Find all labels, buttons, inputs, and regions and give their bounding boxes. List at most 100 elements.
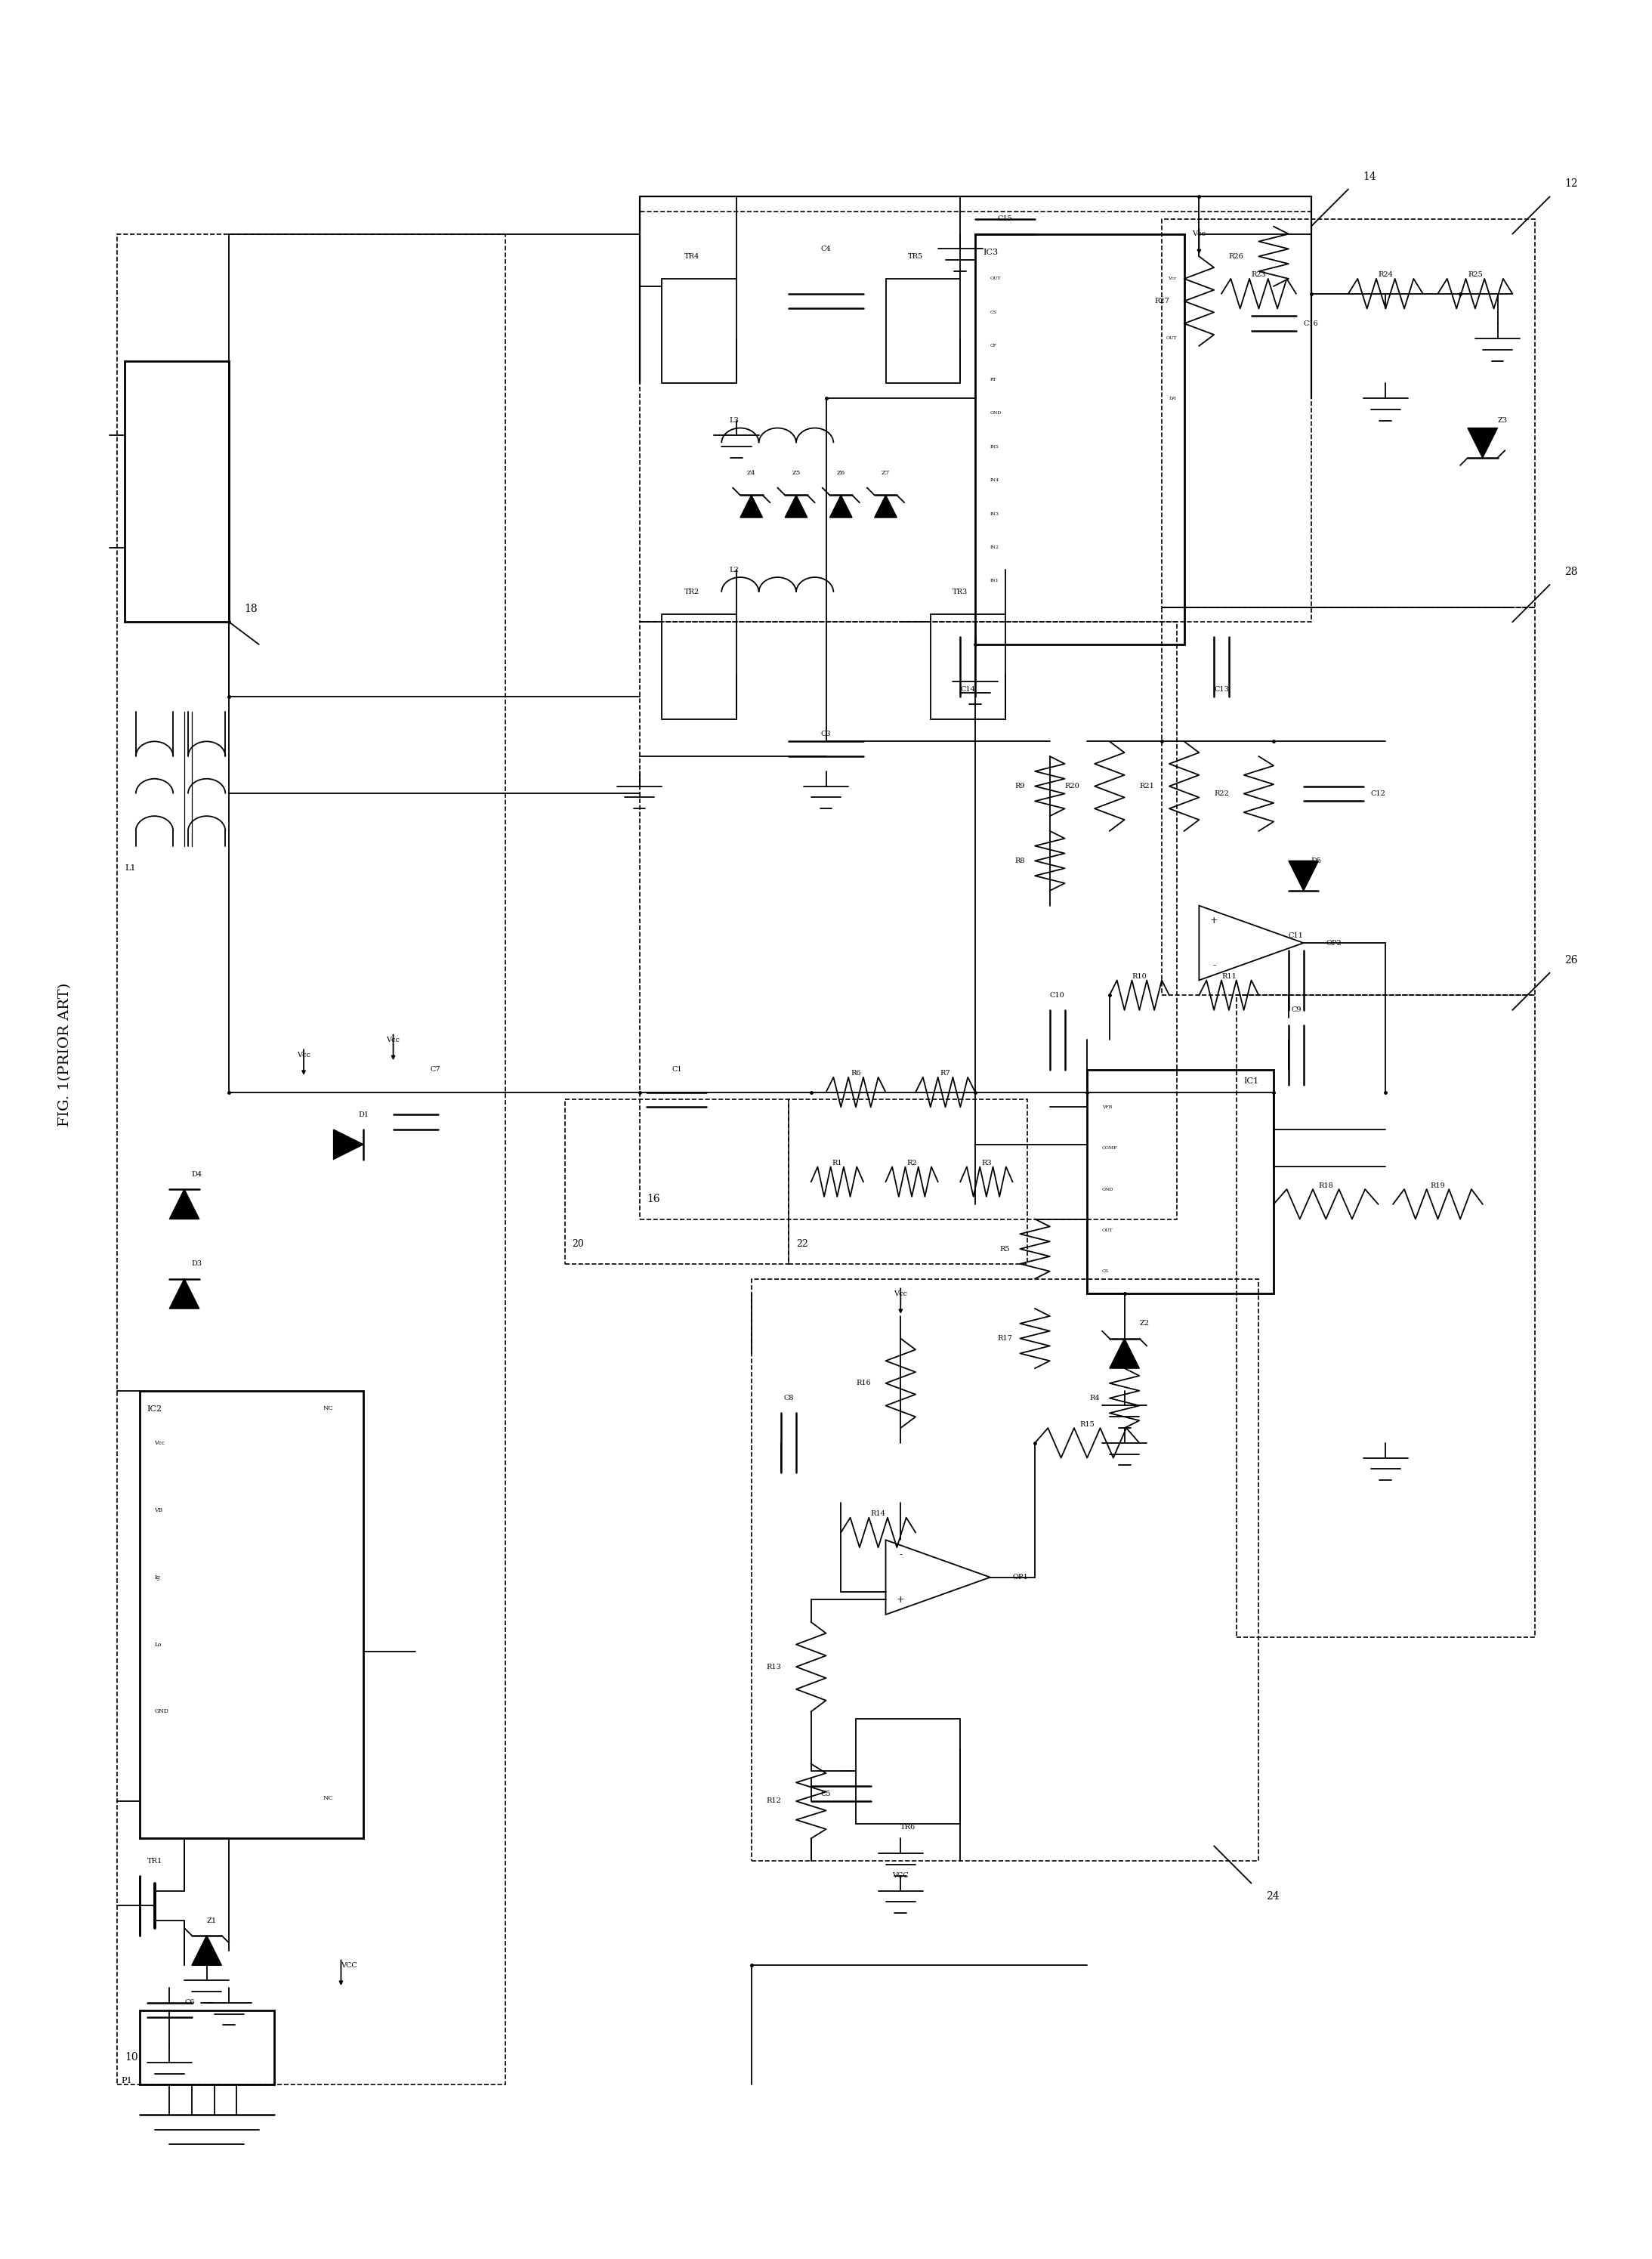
Polygon shape [1467, 427, 1497, 459]
Bar [124, 361, 230, 621]
Text: GND: GND [990, 411, 1001, 416]
Text: VFB: VFB [1102, 1105, 1112, 1109]
Polygon shape [740, 495, 763, 517]
Text: D3: D3 [192, 1261, 203, 1267]
Text: IN2: IN2 [990, 544, 999, 549]
Text: IN3: IN3 [990, 513, 999, 515]
Polygon shape [170, 1279, 200, 1308]
Text: Vcc: Vcc [894, 1290, 907, 1297]
Text: C14: C14 [960, 687, 975, 694]
Text: +: + [1209, 915, 1218, 926]
Text: IC2: IC2 [147, 1405, 162, 1414]
Text: C12: C12 [1371, 791, 1386, 797]
Text: 28: 28 [1564, 567, 1578, 578]
Text: C16: C16 [1303, 321, 1318, 328]
Text: R22: R22 [1214, 791, 1229, 797]
Bar [139, 2011, 274, 2085]
Text: IC1: IC1 [1244, 1078, 1259, 1084]
Text: OUT: OUT [990, 278, 1001, 280]
Text: C3: C3 [821, 730, 831, 736]
Text: Z3: Z3 [1497, 418, 1507, 425]
Text: L3: L3 [729, 418, 738, 425]
Text: 14: 14 [1363, 172, 1376, 181]
Text: TR5: TR5 [909, 253, 923, 260]
Text: R2: R2 [907, 1159, 917, 1166]
Text: COMP: COMP [1102, 1145, 1117, 1150]
Text: R17: R17 [998, 1335, 1013, 1342]
Text: C11: C11 [1289, 933, 1303, 940]
Text: R19: R19 [1431, 1181, 1446, 1188]
Text: -: - [1213, 960, 1216, 969]
Text: C9: C9 [1290, 1008, 1302, 1014]
Text: R5: R5 [999, 1245, 1009, 1251]
Text: FIG. 1(PRIOR ART): FIG. 1(PRIOR ART) [58, 983, 71, 1127]
Text: R7: R7 [940, 1071, 950, 1078]
Text: TR2: TR2 [684, 590, 699, 596]
Polygon shape [829, 495, 852, 517]
Text: Vcc: Vcc [387, 1037, 400, 1044]
Text: Z7: Z7 [882, 470, 890, 477]
Bar [1236, 996, 1535, 1638]
Text: Ig: Ig [155, 1575, 160, 1581]
Bar [856, 1719, 960, 1823]
Text: 12: 12 [1564, 178, 1578, 190]
Text: OP2: OP2 [1327, 940, 1341, 947]
Text: P1: P1 [121, 2078, 132, 2085]
Text: OP1: OP1 [1013, 1575, 1028, 1581]
Text: C8: C8 [783, 1394, 795, 1401]
Text: TR4: TR4 [684, 253, 699, 260]
Text: C10: C10 [1049, 992, 1066, 998]
Text: R4: R4 [1089, 1394, 1100, 1401]
Bar [639, 621, 1176, 1220]
Bar [662, 278, 737, 384]
Text: L1: L1 [124, 865, 135, 872]
Polygon shape [192, 1936, 221, 1965]
Text: R3: R3 [981, 1159, 991, 1166]
Text: R8: R8 [1014, 858, 1026, 865]
Text: -: - [899, 1550, 902, 1559]
Text: OUT: OUT [1102, 1229, 1113, 1231]
Text: Z6: Z6 [836, 470, 846, 477]
Bar [1087, 1071, 1274, 1294]
Text: D1: D1 [358, 1111, 368, 1118]
Text: VB: VB [155, 1507, 164, 1514]
Text: R23: R23 [1251, 271, 1267, 278]
Text: R26: R26 [1229, 253, 1244, 260]
Bar [1161, 219, 1535, 608]
Polygon shape [1110, 1340, 1140, 1369]
Text: Z1: Z1 [206, 1918, 216, 1925]
Text: +: + [897, 1595, 905, 1604]
Text: GND: GND [155, 1708, 169, 1715]
Text: Z5: Z5 [791, 470, 801, 477]
Text: R13: R13 [767, 1663, 781, 1669]
Polygon shape [170, 1188, 200, 1220]
Text: TR1: TR1 [147, 1857, 162, 1864]
Bar [139, 1392, 363, 1839]
Text: C6: C6 [185, 1999, 195, 2006]
Text: R20: R20 [1066, 784, 1080, 791]
Text: Z2: Z2 [1140, 1319, 1150, 1326]
Text: 10: 10 [124, 2051, 137, 2062]
Text: 26: 26 [1564, 956, 1578, 965]
Text: Z4: Z4 [747, 470, 755, 477]
Polygon shape [874, 495, 897, 517]
Bar [788, 1100, 1028, 1263]
Bar [639, 212, 1312, 621]
Text: R25: R25 [1467, 271, 1482, 278]
Text: RT: RT [990, 377, 996, 382]
Text: C4: C4 [821, 246, 831, 253]
Text: TR6: TR6 [900, 1823, 915, 1830]
Text: VCC: VCC [892, 1873, 909, 1879]
Text: IN5: IN5 [990, 445, 999, 450]
Text: R14: R14 [871, 1511, 885, 1518]
Text: IN4: IN4 [990, 479, 999, 481]
Polygon shape [334, 1130, 363, 1159]
Text: R9: R9 [1014, 784, 1026, 791]
Bar [117, 235, 506, 2085]
Text: OUT: OUT [1166, 337, 1176, 341]
Text: R18: R18 [1318, 1181, 1333, 1188]
Text: Lo: Lo [155, 1642, 162, 1647]
Text: R21: R21 [1140, 784, 1155, 791]
Bar [930, 614, 1004, 718]
Text: C13: C13 [1214, 687, 1229, 694]
